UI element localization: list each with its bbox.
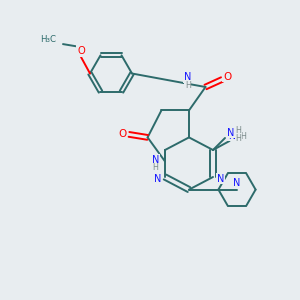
Text: H: H — [185, 81, 191, 90]
Text: N: N — [152, 154, 159, 165]
Text: N: N — [233, 178, 241, 188]
Text: N: N — [217, 173, 224, 184]
Text: H₃C: H₃C — [40, 34, 56, 43]
Text: N: N — [227, 128, 234, 138]
Text: N: N — [154, 173, 161, 184]
Text: H: H — [235, 134, 241, 143]
Text: NH: NH — [228, 132, 242, 141]
Text: O: O — [118, 129, 127, 139]
Text: O: O — [77, 46, 85, 56]
Text: N: N — [184, 72, 191, 82]
Text: H: H — [152, 164, 158, 172]
Text: O: O — [223, 71, 232, 82]
Text: H: H — [240, 132, 246, 141]
Text: H: H — [235, 126, 241, 135]
